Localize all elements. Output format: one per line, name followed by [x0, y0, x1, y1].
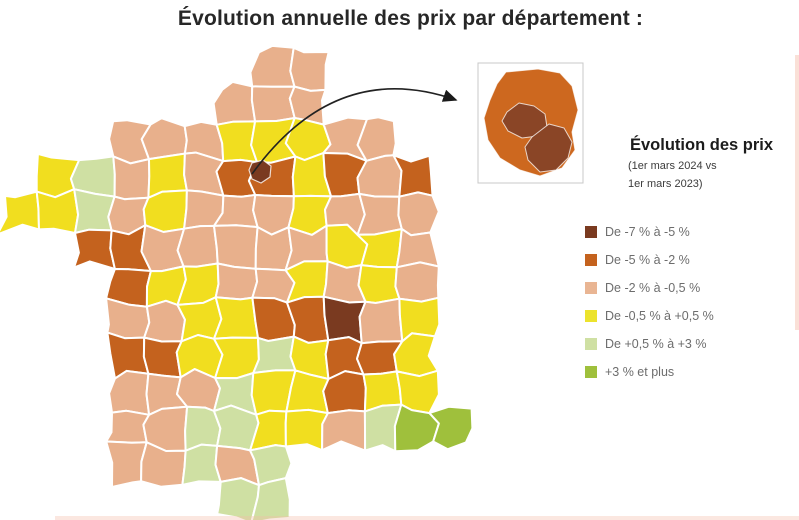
- paris-dark-core: [248, 159, 272, 184]
- department-cell: [0, 190, 40, 235]
- department-cell: [214, 262, 259, 301]
- department-cell: [397, 191, 440, 237]
- legend-item: De -5 % à -2 %: [585, 246, 797, 274]
- legend-item: +3 % et plus: [585, 358, 797, 386]
- department-cell: [112, 155, 151, 201]
- legend-item: De -2 % à -0,5 %: [585, 274, 797, 302]
- department-cell: [394, 261, 440, 303]
- legend-title: Évolution des prix: [630, 136, 774, 154]
- department-cell: [357, 264, 401, 304]
- department-cell: [358, 297, 404, 345]
- department-cell: [321, 409, 367, 452]
- legend-item: De +0,5 % à +3 %: [585, 330, 797, 358]
- legend-item: De -0,5 % à +0,5 %: [585, 302, 797, 330]
- department-cell: [254, 226, 293, 272]
- legend-items: De -7 % à -5 % De -5 % à -2 % De -2 % à -0…: [585, 218, 797, 386]
- department-cell: [142, 336, 183, 379]
- legend-subtitle-line1: (1er mars 2024 vs: [628, 160, 717, 172]
- legend-item-label: De -5 % à -2 %: [605, 252, 690, 267]
- legend-item-label: +3 % et plus: [605, 364, 675, 379]
- legend-item-label: De -7 % à -5 %: [605, 224, 690, 239]
- legend-subtitle-line2: 1er mars 2023): [628, 178, 703, 191]
- department-cell: [213, 296, 259, 340]
- department-cell: [142, 189, 188, 233]
- department-cell: [289, 46, 330, 92]
- legend-item-label: De +0,5 % à +3 %: [605, 336, 707, 351]
- department-cell: [212, 80, 257, 126]
- department-cell: [35, 188, 80, 234]
- department-cell: [395, 228, 440, 269]
- department-cell: [176, 224, 219, 268]
- legend-swatch: [585, 225, 597, 238]
- department-cell: [250, 85, 296, 123]
- department-cell: [213, 224, 259, 270]
- legend-swatch: [585, 281, 597, 294]
- map-legend: Évolution des prix (1er mars 2024 vs 1er…: [585, 136, 797, 386]
- department-cell: [250, 477, 291, 520]
- department-cell: [252, 335, 297, 374]
- department-cell: [73, 188, 116, 234]
- page-title: Évolution annuelle des prix par départem…: [177, 7, 644, 30]
- department-cell: [249, 44, 296, 88]
- department-cell: [356, 192, 403, 236]
- department-cell: [428, 405, 474, 451]
- department-cell: [73, 228, 116, 270]
- department-cell: [322, 370, 367, 415]
- legend-swatch: [585, 309, 597, 322]
- department-cell: [213, 336, 260, 380]
- legend-swatch: [585, 253, 597, 266]
- idf-southeast-departments: [524, 123, 573, 173]
- legend-item-label: De -0,5 % à +0,5 %: [605, 308, 714, 323]
- department-cell: [105, 409, 151, 444]
- department-cell: [108, 369, 151, 416]
- legend-item: De -7 % à -5 %: [585, 218, 797, 246]
- legend-swatch: [585, 365, 597, 378]
- inset-pointer-arrow: [251, 88, 458, 175]
- legend-item-label: De -2 % à -0,5 %: [605, 280, 701, 295]
- department-cell: [216, 477, 260, 520]
- legend-swatch: [585, 337, 597, 350]
